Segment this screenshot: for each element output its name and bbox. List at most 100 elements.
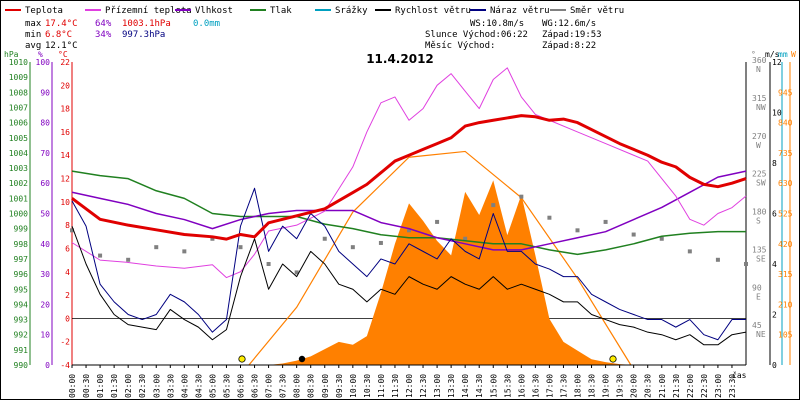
axis-tick-label: 992 <box>14 331 29 340</box>
axis-tick-label: E <box>756 292 761 301</box>
axis-tick-label: 1003 <box>9 164 28 173</box>
wind-direction-point <box>575 228 580 233</box>
axis-tick-label: 360 <box>752 56 767 65</box>
wind-direction-point <box>98 253 103 258</box>
x-tick-label: 12:30 <box>419 374 428 398</box>
legend-label: Rychlost větru <box>395 6 471 16</box>
x-tick-label: 19:30 <box>616 374 625 398</box>
stat-ws: WS:10.8m/s <box>470 19 524 29</box>
unit-degc: °C <box>58 50 68 59</box>
wind-direction-point <box>744 262 748 266</box>
x-tick-label: 18:00 <box>574 374 583 398</box>
stat-max-label: max <box>25 19 42 29</box>
axis-tick-label: 270 <box>752 132 767 141</box>
series-humidity <box>71 170 747 251</box>
axis-tick-label: 1005 <box>9 134 28 143</box>
wind-direction-point <box>407 228 411 233</box>
stat-max-press: 1003.1hPa <box>122 19 171 29</box>
x-tick-label: 16:00 <box>517 374 526 398</box>
unit-time: čas <box>732 370 747 380</box>
wind-direction-point <box>70 228 74 233</box>
wind-direction-point <box>687 249 692 254</box>
legend-label: Přízemní teplota <box>105 6 192 16</box>
stat-max-rain: 0.0mm <box>193 19 220 29</box>
wind-direction-point <box>463 236 468 241</box>
x-tick-label: 22:30 <box>700 374 709 398</box>
x-tick-label: 00:00 <box>68 374 77 398</box>
axis-tick-label: -2 <box>60 338 70 347</box>
wind-direction-point <box>547 215 552 220</box>
axis-tick-label: 50 <box>40 210 50 219</box>
legend-label: Směr větru <box>570 6 624 16</box>
wind-direction-point <box>491 203 496 208</box>
legend-label: Vlhkost <box>195 6 233 16</box>
axis-tick-label: 10 <box>40 331 50 340</box>
axis-tick-label: 990 <box>14 361 29 370</box>
axis-tick-label: 998 <box>14 240 29 249</box>
unit-wm2: W <box>791 50 796 59</box>
axis-tick-label: 1007 <box>9 103 28 112</box>
wind-direction-point <box>350 245 355 250</box>
x-tick-label: 21:00 <box>658 374 667 398</box>
axis-tick-label: 40 <box>40 240 50 249</box>
x-tick-label: 18:30 <box>588 374 597 398</box>
left-axis-ticks: 1010100910081007100610051004100310021001… <box>9 58 70 370</box>
axis-tick-label: 90 <box>752 283 762 292</box>
axis-tick-label: 90 <box>40 88 50 97</box>
axis-tick-label: 135 <box>752 245 767 254</box>
axis-tick-label: 10 <box>60 198 70 207</box>
x-tick-label: 09:00 <box>321 374 330 398</box>
axis-tick-label: 1006 <box>9 119 28 128</box>
x-tick-label: 01:00 <box>96 374 105 398</box>
wind-direction-point <box>238 245 243 250</box>
stat-min-press: 997.3hPa <box>122 30 165 40</box>
axis-tick-label: 210 <box>778 300 793 309</box>
axis-tick-label: 225 <box>752 170 767 179</box>
x-tick-label: 11:00 <box>377 374 386 398</box>
axis-tick-label: 6 <box>772 210 777 219</box>
wind-direction-point <box>603 219 608 224</box>
wind-direction-point <box>154 245 159 250</box>
axis-tick-label: 12 <box>772 58 782 67</box>
x-tick-label: 05:30 <box>222 374 231 398</box>
axis-tick-label: 0 <box>772 361 777 370</box>
stat-max-temp: 17.4°C <box>45 19 78 29</box>
axis-tick-label: 1010 <box>9 58 28 67</box>
stat-max-hum: 64% <box>95 19 112 29</box>
axis-tick-label: 70 <box>40 149 50 158</box>
wind-direction-point <box>126 257 131 262</box>
wind-direction-point <box>659 236 664 241</box>
stat-sunrise: Slunce Východ:06:22 <box>425 30 528 40</box>
axis-tick-label: 2 <box>65 291 70 300</box>
x-tick-label: 13:30 <box>447 374 456 398</box>
stat-avg-temp: 12.1°C <box>45 41 78 51</box>
axis-tick-label: 315 <box>778 270 793 279</box>
series-pressure <box>71 170 746 256</box>
x-tick-label: 12:00 <box>405 374 414 398</box>
sunrise-marker <box>238 355 246 363</box>
axis-tick-label: 2 <box>772 311 777 320</box>
axis-tick-label: 1001 <box>9 194 28 203</box>
stat-min-hum: 34% <box>95 30 112 40</box>
x-tick-label: 13:00 <box>433 374 442 398</box>
x-tick-label: 06:30 <box>251 374 260 398</box>
axis-tick-label: 945 <box>778 88 793 97</box>
axis-tick-label: 12 <box>60 175 70 184</box>
x-tick-label: 07:30 <box>279 374 288 398</box>
unit-mm: mm <box>778 50 788 59</box>
axis-tick-label: 30 <box>40 270 50 279</box>
x-tick-label: 14:00 <box>461 374 470 398</box>
x-tick-label: 15:00 <box>489 374 498 398</box>
x-tick-label: 22:00 <box>686 374 695 398</box>
stat-moonrise: Měsíc Východ: <box>425 41 495 51</box>
axis-tick-label: 315 <box>752 94 767 103</box>
axis-tick-label: 1002 <box>9 179 28 188</box>
axis-tick-label: 1009 <box>9 73 28 82</box>
axis-tick-label: 20 <box>60 81 70 90</box>
x-tick-label: 19:00 <box>602 374 611 398</box>
axis-tick-label: 105 <box>778 331 793 340</box>
axis-tick-label: -4 <box>60 361 70 370</box>
series-theoretical-solar <box>248 150 632 366</box>
axis-tick-label: 630 <box>778 179 793 188</box>
right-axis-ticks: 360N315NW270W225SW180S135SE90E45NE121086… <box>752 56 793 370</box>
